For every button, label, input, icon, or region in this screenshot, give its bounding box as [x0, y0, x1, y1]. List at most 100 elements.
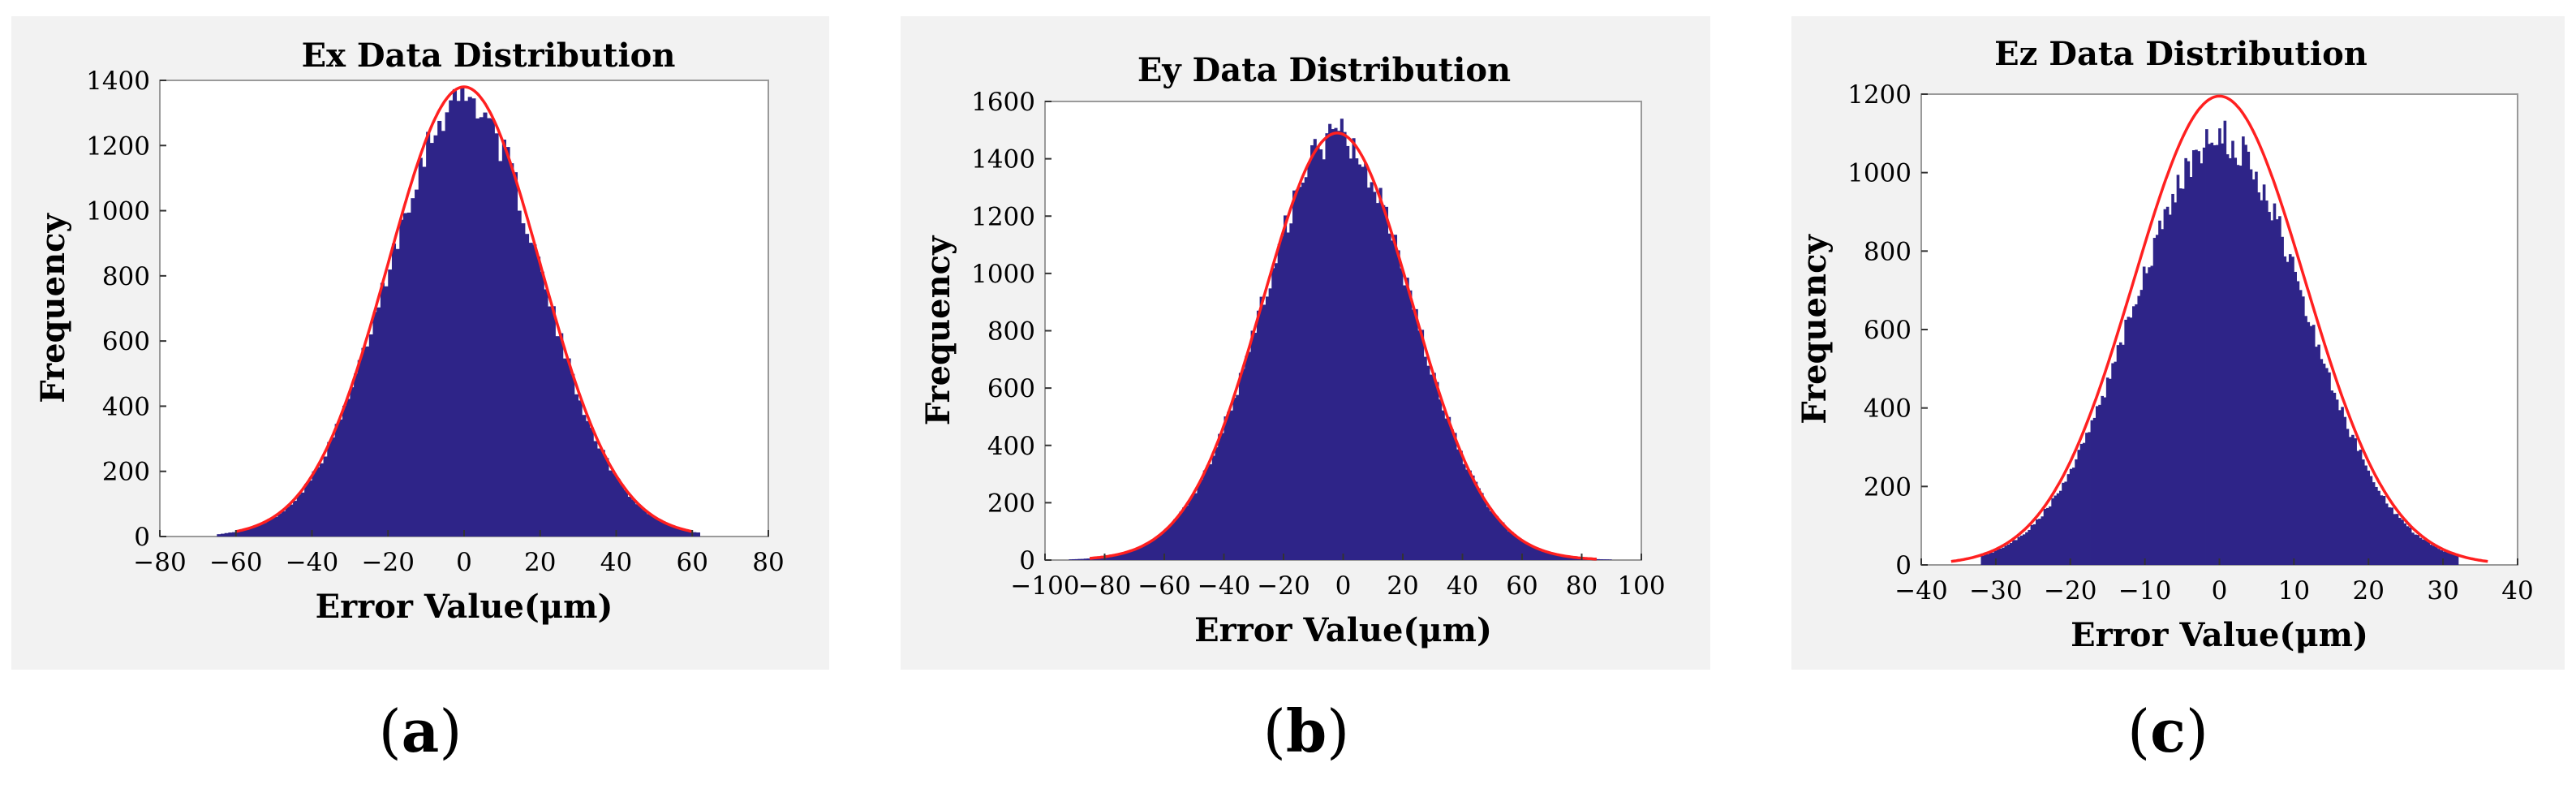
histogram-bar	[525, 234, 530, 537]
y-tick-label: 200	[987, 489, 1035, 518]
y-tick-label: 400	[987, 432, 1035, 461]
histogram-bar	[692, 532, 697, 537]
histogram-bar	[2122, 344, 2125, 565]
x-tick-label: 0	[2212, 576, 2228, 606]
histogram-bar	[350, 387, 355, 537]
x-tick-label: −80	[1078, 571, 1131, 601]
histogram-bar	[307, 480, 312, 537]
y-axis-label: Frequency	[34, 213, 72, 403]
histogram-bar	[1531, 545, 1535, 560]
histogram-bar	[1254, 332, 1258, 560]
histogram-bar	[1069, 559, 1073, 560]
histogram-bar	[1182, 507, 1186, 560]
histogram-bar	[582, 415, 587, 537]
histogram-bar	[2041, 516, 2045, 565]
histogram-bar	[2169, 214, 2172, 565]
histogram-bar	[293, 501, 298, 537]
histogram-bar	[1983, 554, 1987, 565]
histogram-bar	[1280, 235, 1284, 560]
histogram-bar	[1215, 447, 1219, 560]
histogram-bar	[239, 530, 244, 537]
histogram-bar	[604, 458, 609, 537]
x-tick-label: −20	[1257, 571, 1310, 601]
histogram-bar	[2012, 540, 2015, 565]
histogram-bar	[441, 131, 445, 537]
histogram-bar	[498, 161, 503, 537]
histogram-bar	[2017, 537, 2021, 565]
histogram-bar	[1456, 449, 1460, 560]
histogram-bar	[1352, 138, 1356, 560]
histogram-bars	[1980, 120, 2459, 566]
histogram-bar	[2036, 519, 2039, 565]
histogram-bar	[658, 519, 663, 537]
x-tick-label: 20	[2353, 576, 2385, 606]
histogram-bar	[2002, 547, 2005, 565]
histogram-bar	[2401, 519, 2404, 565]
histogram-bar	[1989, 552, 1992, 565]
histogram-bar	[2062, 482, 2065, 565]
histogram-bar	[1512, 534, 1517, 560]
histogram-bar	[1313, 139, 1317, 561]
histogram-bar	[2079, 443, 2084, 565]
histogram-bar	[1477, 488, 1481, 560]
histogram-bar	[2335, 399, 2339, 565]
histogram-bar	[2030, 524, 2034, 565]
histogram-bar	[388, 269, 393, 537]
histogram-bar	[2022, 534, 2026, 565]
histogram-bar	[354, 373, 359, 537]
histogram-bar	[1608, 559, 1612, 560]
histogram-bar	[2103, 397, 2107, 565]
histogram-bar	[2265, 200, 2269, 565]
caption-c: (c)	[2127, 696, 2209, 765]
histogram-bar	[1403, 285, 1407, 560]
histogram-bar	[684, 530, 689, 537]
histogram-bar	[2135, 304, 2138, 565]
histogram-bar	[1271, 268, 1275, 560]
x-tick-label: −80	[133, 548, 186, 577]
x-tick-label: 40	[2501, 576, 2533, 606]
histogram-bar	[1298, 187, 1302, 560]
histogram-bar	[2210, 142, 2214, 565]
histogram-bar	[380, 282, 385, 537]
histogram-bar	[1355, 158, 1359, 560]
histogram-bar	[1170, 524, 1174, 560]
histogram-bar	[1134, 549, 1138, 560]
x-tick-label: 80	[752, 548, 784, 577]
histogram-bar	[258, 524, 263, 537]
histogram-bar	[433, 135, 438, 537]
histogram-bar	[2098, 404, 2101, 565]
histogram-bar	[2015, 540, 2018, 565]
y-tick-label: 800	[1864, 237, 1912, 266]
histogram-bar	[1563, 556, 1568, 560]
histogram-bar	[289, 504, 294, 537]
histogram-bar	[1245, 356, 1249, 560]
histogram-bar	[1361, 166, 1365, 560]
histogram-bar	[2238, 166, 2243, 565]
histogram-bar	[2442, 551, 2446, 565]
histogram-bar	[1295, 189, 1299, 561]
caption-a: (a)	[378, 696, 462, 765]
y-tick-label: 600	[987, 374, 1035, 403]
histogram-bar	[623, 490, 628, 537]
histogram-bar	[1492, 512, 1496, 560]
histogram-bar	[2427, 541, 2430, 565]
histogram-bar	[2028, 529, 2031, 565]
histogram-bar	[1528, 545, 1532, 560]
histogram-bar	[513, 172, 518, 537]
histogram-bar	[2176, 175, 2180, 565]
histogram-bar	[2191, 150, 2195, 565]
histogram-bar	[2416, 535, 2420, 565]
histogram-bar	[2312, 325, 2316, 565]
histogram-bar	[1250, 330, 1254, 560]
histogram-bar	[1176, 516, 1180, 560]
histogram-bar	[2082, 442, 2086, 565]
histogram-bar	[2304, 316, 2307, 565]
x-axis-label: Error Value(μm)	[316, 588, 613, 626]
histogram-bar	[327, 442, 332, 537]
histogram-bar	[627, 497, 632, 537]
histogram-bar	[277, 513, 282, 537]
histogram-bar	[616, 478, 621, 537]
histogram-bar	[2105, 377, 2109, 565]
histogram-bar	[2236, 165, 2240, 565]
histogram-bar	[1462, 463, 1466, 560]
